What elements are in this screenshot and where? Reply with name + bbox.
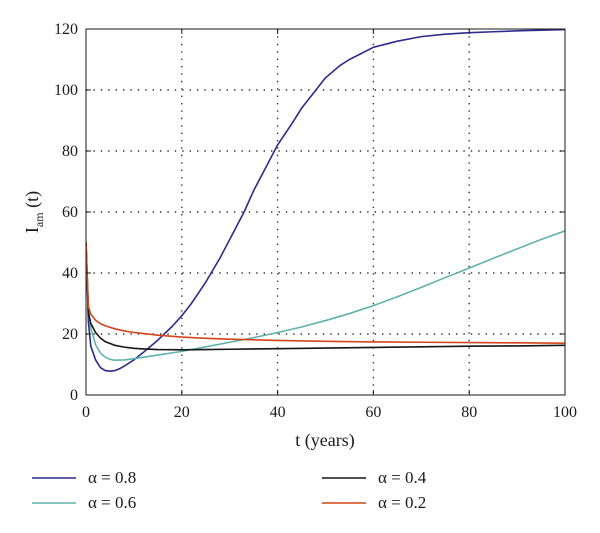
legend-label-1: α = 0.8 bbox=[88, 468, 136, 487]
tick-layer: 0 20 40 60 80 100 0 20 40 60 80 100 120 bbox=[54, 21, 577, 421]
series-line-3 bbox=[86, 241, 565, 351]
series-line-1 bbox=[86, 29, 565, 373]
legend-label-4: α = 0.2 bbox=[378, 493, 426, 512]
x-tick-label: 100 bbox=[553, 404, 577, 421]
y-tick-label: 20 bbox=[62, 326, 78, 343]
y-tick-label: 80 bbox=[62, 143, 78, 160]
y-tick-label: 120 bbox=[54, 21, 78, 38]
x-tick-label: 40 bbox=[270, 404, 286, 421]
x-tick-label: 20 bbox=[174, 404, 190, 421]
series-line-4 bbox=[86, 241, 565, 344]
y-tick-label: 0 bbox=[70, 387, 78, 404]
legend-label-2: α = 0.6 bbox=[88, 493, 136, 512]
y-tick-label: 100 bbox=[54, 82, 78, 99]
x-tick-label: 60 bbox=[365, 404, 381, 421]
legend: α = 0.8 α = 0.6 α = 0.4 α = 0.2 bbox=[32, 468, 427, 512]
series-layer bbox=[86, 29, 565, 373]
y-tick-label: 40 bbox=[62, 265, 78, 282]
legend-label-3: α = 0.4 bbox=[378, 468, 427, 487]
x-tick-label: 80 bbox=[461, 404, 477, 421]
y-axis-label: Iam (t) bbox=[22, 191, 46, 233]
series-line-2 bbox=[86, 230, 565, 362]
y-tick-label: 60 bbox=[62, 204, 78, 221]
x-axis-label: t (years) bbox=[295, 430, 354, 451]
x-tick-label: 0 bbox=[82, 404, 90, 421]
